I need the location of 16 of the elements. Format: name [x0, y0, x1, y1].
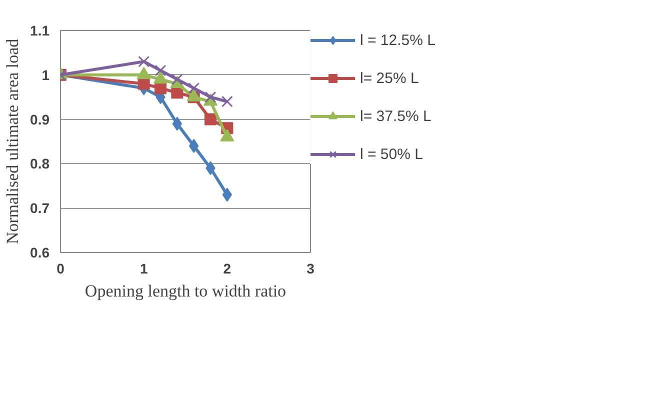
legend-label: l= 25% L [360, 70, 419, 86]
legend-label: l = 50% L [360, 146, 423, 162]
y-tick-label: 0.9 [30, 111, 50, 128]
y-tick-label: 0.6 [30, 244, 50, 260]
y-axis-title: Normalised ultimate area load [3, 38, 22, 244]
y-tick-label: 0.8 [30, 156, 50, 172]
y-tick-label: 0.7 [30, 200, 50, 216]
legend-label: l= 37.5% L [360, 108, 432, 124]
x-tick-label: 3 [306, 260, 315, 276]
x-tick-label: 2 [223, 260, 232, 276]
y-tick-label: 1 [42, 66, 50, 83]
x-tick-label: 0 [56, 260, 65, 276]
x-axis-title: Opening length to width ratio [84, 282, 286, 300]
legend-label: l = 12.5% L [360, 32, 436, 48]
x-tick-label: 1 [140, 260, 148, 276]
y-tick-label: 1.1 [30, 22, 50, 38]
